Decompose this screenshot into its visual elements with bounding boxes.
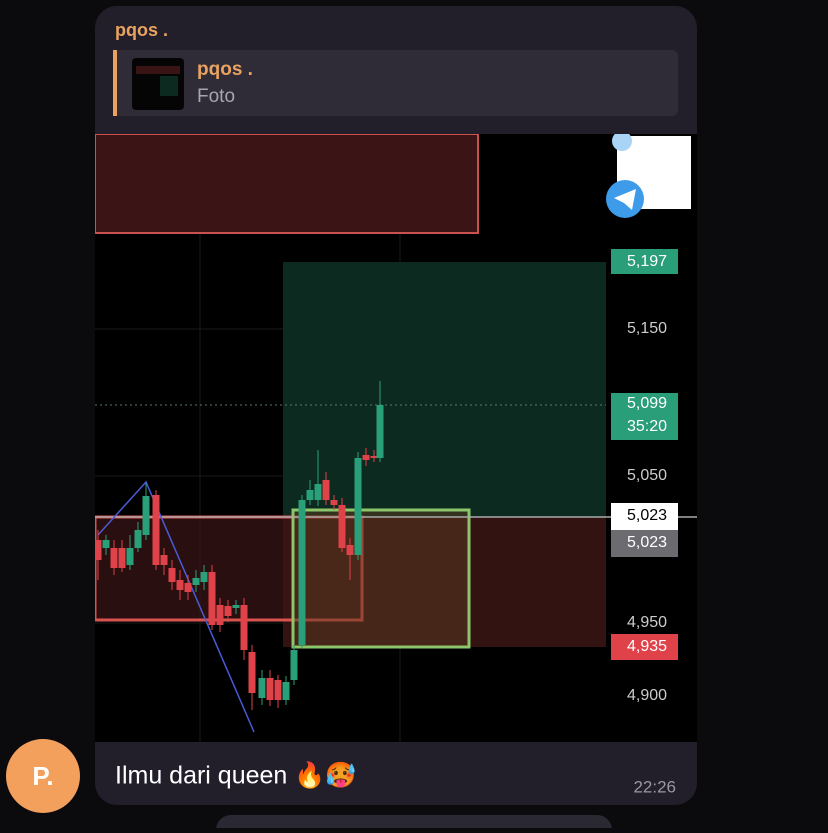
candle-body xyxy=(290,650,298,680)
candle-body xyxy=(118,548,126,568)
message-bubble: pqos . pqos . Foto xyxy=(95,6,698,805)
candle-body xyxy=(160,555,168,565)
candle-body xyxy=(240,605,248,650)
timestamp: 22:26 xyxy=(633,777,676,796)
candle-body xyxy=(224,606,232,616)
photo[interactable]: 5,197 5,150 5,099 35:20 5,050 5,023 5,02… xyxy=(95,131,698,742)
candle-body xyxy=(362,455,370,460)
price-box xyxy=(611,503,678,530)
reply-preview[interactable]: pqos . Foto xyxy=(113,50,678,116)
candle-body xyxy=(376,405,384,458)
price-label: 4,900 xyxy=(627,687,667,704)
candle-body xyxy=(184,583,192,592)
candle-body xyxy=(126,548,134,565)
avatar[interactable]: P. xyxy=(6,739,80,813)
candle-body xyxy=(200,572,208,582)
candle-body xyxy=(248,652,256,693)
candle-body xyxy=(258,678,266,698)
price-label: 4,935 xyxy=(627,638,667,655)
reply-sender: pqos . xyxy=(197,59,253,80)
reply-bg xyxy=(113,50,678,116)
price-box xyxy=(611,530,678,557)
price-label: 5,150 xyxy=(627,320,667,337)
reply-bar xyxy=(113,50,117,116)
candle-body xyxy=(306,490,314,500)
candle-body xyxy=(274,680,282,700)
candle-body xyxy=(266,678,274,700)
candle-body xyxy=(370,456,378,458)
candle-body xyxy=(95,540,102,560)
candle-body xyxy=(322,480,330,500)
entry-box xyxy=(291,508,471,649)
candle-body xyxy=(354,458,362,555)
candle-body xyxy=(142,496,150,535)
candle-body xyxy=(110,548,118,568)
avatar-initial: P. xyxy=(32,761,53,791)
price-label: 5,197 xyxy=(627,253,667,270)
reply-text: Foto xyxy=(197,86,235,107)
price-label: 5,099 xyxy=(627,395,667,412)
caption: Ilmu dari queen 🔥🥵 xyxy=(115,761,357,790)
price-box xyxy=(611,393,678,440)
candle-body xyxy=(330,500,338,505)
candle-body xyxy=(134,530,142,548)
candle-body xyxy=(346,545,354,555)
candle-body xyxy=(282,682,290,700)
candle-body xyxy=(216,605,224,625)
candle-body xyxy=(314,484,322,500)
candle-body xyxy=(208,572,216,625)
zigzag xyxy=(97,480,255,733)
candle-body xyxy=(298,500,306,645)
candle-body xyxy=(232,605,240,608)
dot xyxy=(612,134,632,151)
price-label: 5,050 xyxy=(627,467,667,484)
price-box xyxy=(611,634,678,660)
candle-body xyxy=(152,495,160,565)
telegram-plane xyxy=(614,189,636,210)
supply-zone xyxy=(95,134,479,234)
price-label: 5,023 xyxy=(627,534,667,551)
price-box xyxy=(611,249,678,274)
candle-body xyxy=(338,505,346,548)
candle-body xyxy=(176,580,184,590)
candle-body xyxy=(102,540,110,548)
timer-label: 35:20 xyxy=(627,418,667,435)
avatar-circle xyxy=(6,739,80,813)
price-label: 4,950 xyxy=(627,614,667,631)
candles xyxy=(95,381,384,710)
sender-name[interactable]: pqos . xyxy=(115,20,168,40)
candle-body xyxy=(168,568,176,582)
thumb-detail xyxy=(160,76,178,96)
candle-body xyxy=(192,578,200,585)
thumb-detail xyxy=(136,66,180,74)
price-label: 5,023 xyxy=(627,507,667,524)
date-pill xyxy=(216,815,612,833)
profit-zone xyxy=(283,262,606,517)
